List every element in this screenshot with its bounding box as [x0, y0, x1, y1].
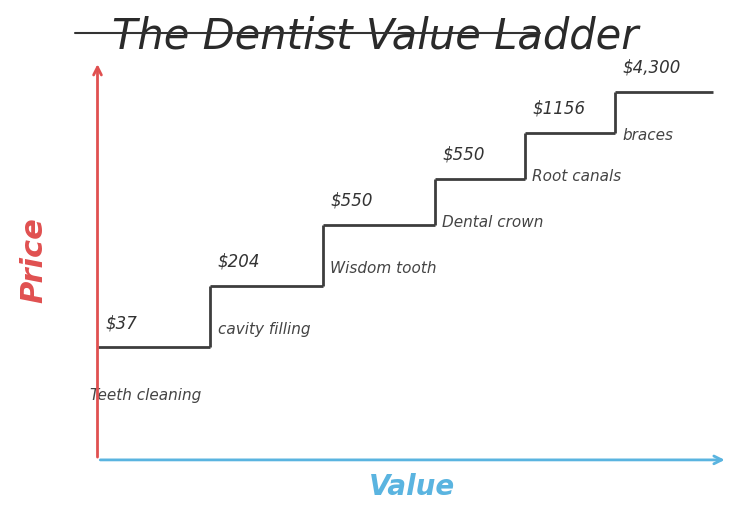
Text: cavity filling: cavity filling	[217, 322, 310, 337]
Text: $550: $550	[442, 146, 485, 164]
Text: Root canals: Root canals	[532, 169, 622, 183]
Text: $204: $204	[217, 253, 260, 271]
Text: $550: $550	[330, 192, 373, 210]
Text: Value: Value	[370, 473, 456, 501]
Text: $1156: $1156	[532, 100, 586, 118]
Text: Teeth cleaning: Teeth cleaning	[90, 388, 201, 403]
Text: Dental crown: Dental crown	[442, 215, 544, 229]
Text: The Dentist Value Ladder: The Dentist Value Ladder	[112, 15, 638, 57]
Text: braces: braces	[622, 128, 674, 143]
Text: Price: Price	[20, 218, 48, 304]
Text: Wisdom tooth: Wisdom tooth	[330, 261, 436, 275]
Text: $4,300: $4,300	[622, 59, 681, 77]
Text: $37: $37	[105, 314, 136, 332]
